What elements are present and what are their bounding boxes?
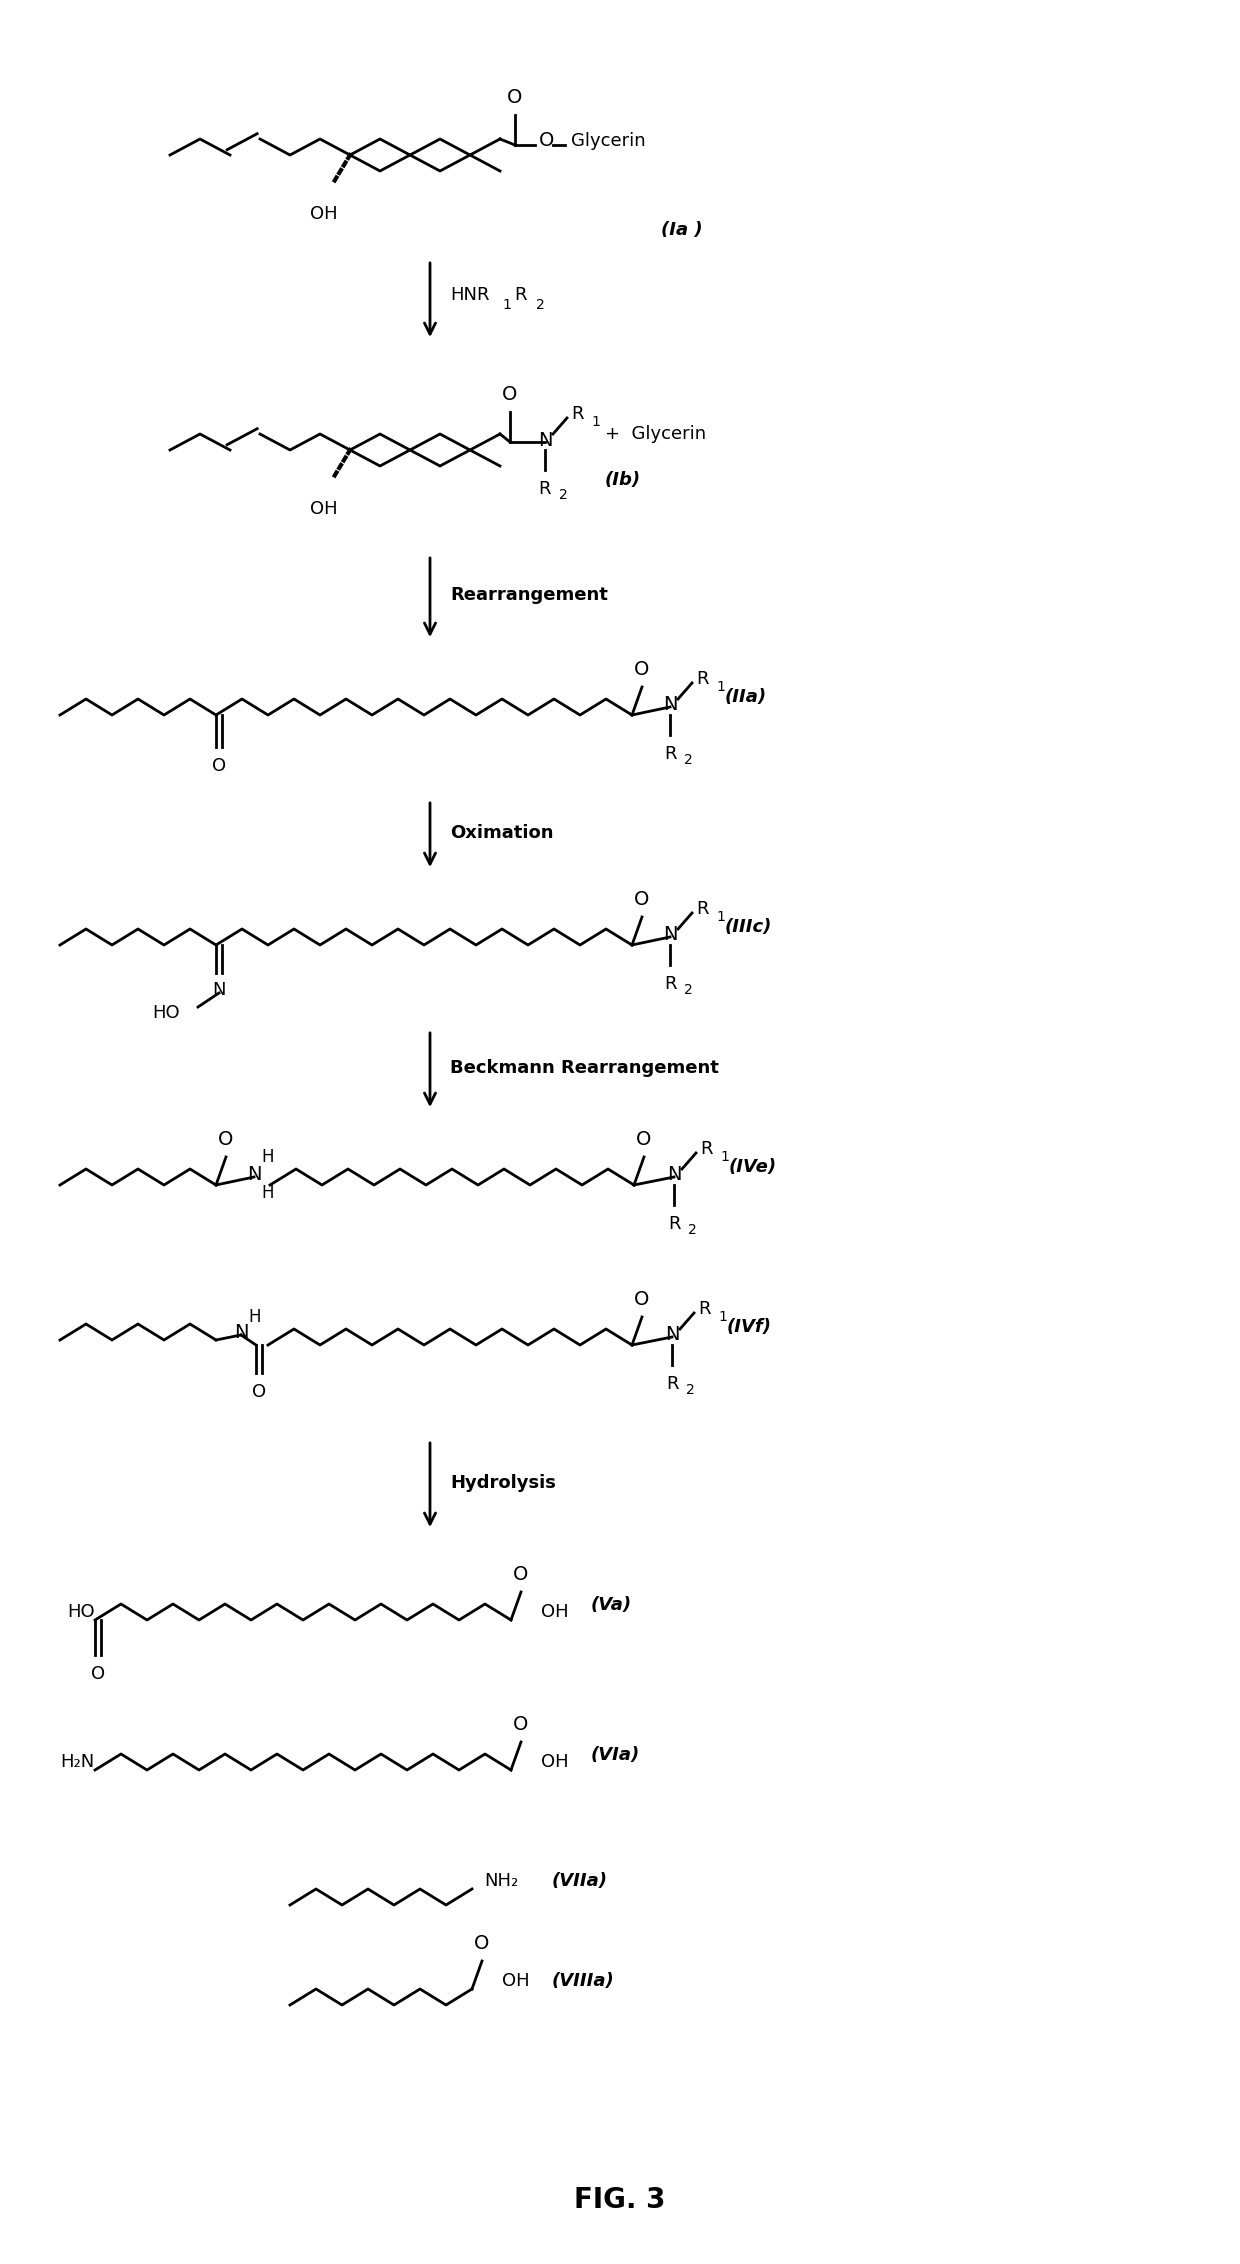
Text: O: O (502, 385, 517, 403)
Text: R: R (668, 1216, 681, 1234)
Text: O: O (252, 1383, 267, 1401)
Text: HO: HO (67, 1603, 95, 1621)
Text: N: N (212, 980, 226, 998)
Text: O: O (212, 756, 226, 774)
Text: (VIIa): (VIIa) (552, 1872, 608, 1890)
Text: R: R (701, 1141, 713, 1157)
Text: R: R (696, 901, 708, 917)
Text: H₂N: H₂N (61, 1752, 95, 1770)
Text: NH₂: NH₂ (484, 1872, 518, 1890)
Text: (IIa): (IIa) (725, 688, 768, 706)
Text: (VIa): (VIa) (591, 1746, 640, 1764)
Text: R: R (538, 480, 552, 498)
Text: 1: 1 (715, 679, 725, 695)
Text: 2: 2 (686, 1383, 694, 1397)
Text: OH: OH (310, 206, 337, 222)
Text: 2: 2 (684, 754, 693, 767)
Text: 2: 2 (536, 299, 544, 312)
Text: H: H (262, 1148, 274, 1166)
Text: N: N (234, 1324, 248, 1343)
Text: (VIIIa): (VIIIa) (552, 1972, 615, 1990)
Text: Glycerin: Glycerin (570, 131, 646, 149)
Text: 1: 1 (591, 414, 600, 428)
Text: R: R (515, 285, 527, 303)
Text: +  Glycerin: + Glycerin (605, 426, 706, 444)
Text: Rearrangement: Rearrangement (450, 586, 608, 604)
Text: HO: HO (153, 1003, 180, 1021)
Text: 2: 2 (688, 1223, 697, 1236)
Text: OH: OH (541, 1603, 569, 1621)
Text: O: O (539, 131, 554, 149)
Text: H: H (249, 1309, 262, 1327)
Text: 2: 2 (559, 489, 568, 503)
Text: 1: 1 (715, 910, 725, 924)
Text: R: R (663, 745, 676, 763)
Text: FIG. 3: FIG. 3 (574, 2187, 666, 2214)
Text: (IVf): (IVf) (727, 1318, 773, 1336)
Text: N: N (665, 1324, 680, 1345)
Text: 1: 1 (718, 1311, 727, 1324)
Text: 2: 2 (684, 983, 693, 996)
Text: Hydrolysis: Hydrolysis (450, 1474, 556, 1492)
Text: Oximation: Oximation (450, 824, 553, 842)
Text: O: O (635, 890, 650, 910)
Text: R: R (663, 976, 676, 994)
Text: (IVe): (IVe) (729, 1157, 777, 1175)
Text: N: N (662, 695, 677, 715)
Text: Beckmann Rearrangement: Beckmann Rearrangement (450, 1060, 719, 1078)
Text: O: O (635, 1290, 650, 1309)
Text: OH: OH (502, 1972, 529, 1990)
Text: R: R (696, 670, 708, 688)
Text: HNR: HNR (450, 285, 490, 303)
Text: O: O (636, 1130, 652, 1150)
Text: O: O (513, 1716, 528, 1734)
Text: R: R (666, 1374, 678, 1392)
Text: OH: OH (541, 1752, 569, 1770)
Text: N: N (662, 926, 677, 944)
Text: O: O (635, 661, 650, 679)
Text: 1: 1 (502, 299, 511, 312)
Text: (IIIc): (IIIc) (725, 917, 773, 935)
Text: (Ib): (Ib) (605, 471, 641, 489)
Text: N: N (667, 1166, 681, 1184)
Text: (Va): (Va) (591, 1596, 632, 1614)
Text: H: H (262, 1184, 274, 1202)
Text: O: O (507, 88, 523, 106)
Text: 1: 1 (720, 1150, 729, 1164)
Text: O: O (513, 1564, 528, 1585)
Text: N: N (247, 1166, 262, 1184)
Text: O: O (475, 1933, 490, 1954)
Text: O: O (218, 1130, 233, 1150)
Text: R: R (570, 405, 584, 423)
Text: (Ia ): (Ia ) (661, 222, 703, 240)
Text: OH: OH (310, 500, 337, 518)
Text: O: O (91, 1664, 105, 1682)
Text: R: R (698, 1300, 711, 1318)
Text: N: N (538, 430, 552, 451)
